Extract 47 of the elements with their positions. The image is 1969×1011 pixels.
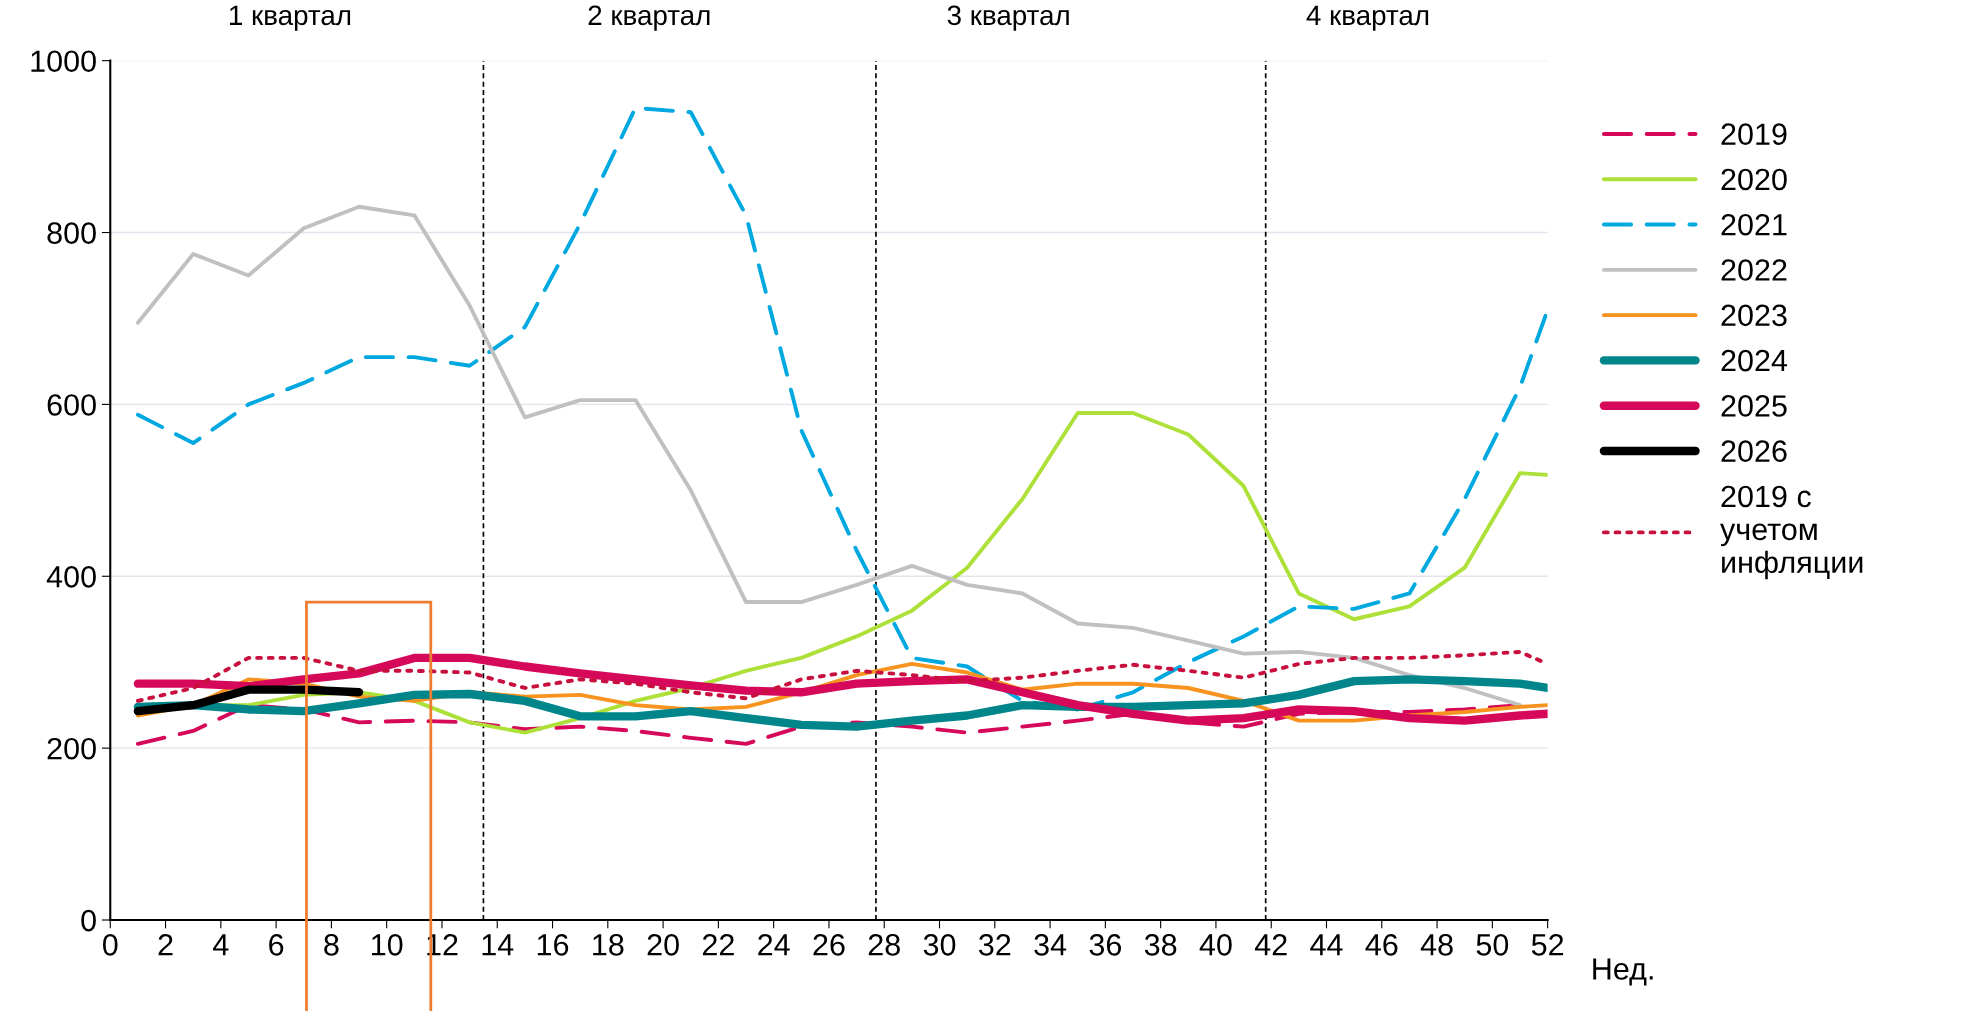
text: 4 квартал bbox=[1306, 5, 1429, 31]
x-tick-label: 34 bbox=[1034, 934, 1067, 956]
legend-label: 2019 bbox=[1721, 123, 1787, 145]
x-tick-label: 24 bbox=[758, 934, 790, 956]
x-tick-label: 40 bbox=[1199, 934, 1232, 956]
x-tick-label: 42 bbox=[1254, 934, 1287, 956]
legend-label: 2021 bbox=[1721, 213, 1787, 236]
x-tick-label: 28 bbox=[868, 934, 900, 956]
x-tick-label: 16 bbox=[537, 934, 569, 956]
x-tick-label: 36 bbox=[1089, 934, 1122, 956]
x-tick-label: 26 bbox=[813, 934, 845, 956]
x-tick-label: 46 bbox=[1365, 934, 1398, 956]
legend-label: 2023 bbox=[1721, 304, 1787, 327]
x-tick-label: 18 bbox=[593, 934, 624, 956]
y-tick-label: 600 bbox=[47, 394, 96, 416]
x-tick-label: 38 bbox=[1144, 934, 1177, 956]
x-tick-label: 50 bbox=[1476, 934, 1509, 956]
legend-label: 2019 с учетом инфляции bbox=[1720, 485, 1863, 580]
x-tick-label: 0 bbox=[102, 934, 118, 956]
x-tick-label: 52 bbox=[1531, 934, 1564, 956]
x-tick-label: 22 bbox=[702, 934, 734, 956]
text: 3 квартал bbox=[947, 5, 1069, 31]
x-tick-label: 30 bbox=[923, 934, 956, 956]
y-tick-label: 1000 bbox=[31, 50, 96, 73]
x-tick-label: 4 bbox=[213, 934, 229, 956]
y-tick-label: 400 bbox=[46, 566, 96, 588]
legend-label: 2022 bbox=[1721, 259, 1787, 281]
x-tick-label: 20 bbox=[647, 934, 679, 956]
x-tick-label: 6 bbox=[269, 934, 284, 956]
y-tick-label: 0 bbox=[81, 909, 96, 932]
x-tick-label: 44 bbox=[1310, 934, 1343, 956]
legend-label: 2024 bbox=[1721, 349, 1788, 372]
x-tick-label: 32 bbox=[978, 934, 1011, 956]
legend-label: 2026 bbox=[1721, 440, 1787, 462]
legend-label: 2020 bbox=[1721, 168, 1787, 191]
y-tick-label: 200 bbox=[47, 737, 96, 760]
line-series bbox=[135, 204, 1522, 708]
y-tick-label: 800 bbox=[47, 222, 96, 244]
x-tick-label: 10 bbox=[372, 934, 403, 956]
legend-label: 2025 bbox=[1721, 395, 1787, 417]
x-axis-title: Нед. bbox=[1593, 958, 1653, 986]
x-tick-label: 48 bbox=[1420, 934, 1453, 956]
text: 1 квартал bbox=[230, 5, 351, 31]
x-tick-label: 2 bbox=[158, 934, 173, 956]
x-tick-label: 14 bbox=[482, 934, 514, 956]
text: 2 квартал bbox=[588, 5, 710, 31]
x-tick-label: 8 bbox=[324, 934, 339, 956]
